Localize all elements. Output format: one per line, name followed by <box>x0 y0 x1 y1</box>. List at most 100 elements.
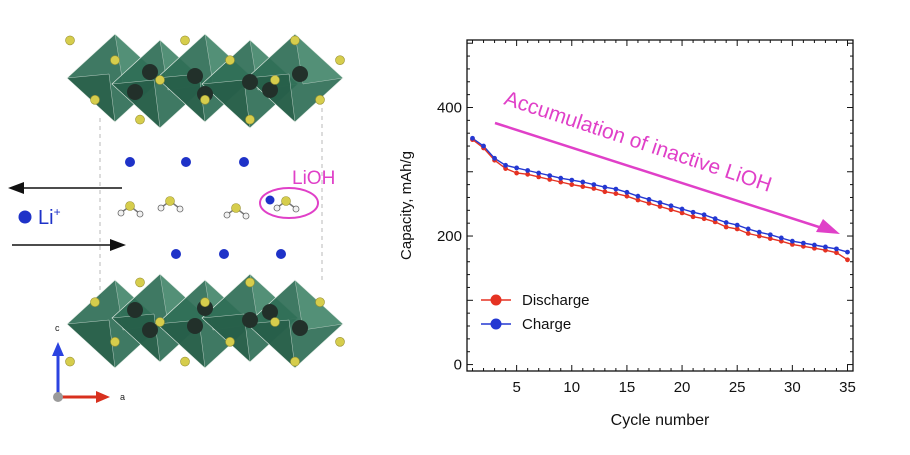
bottom-metal-atom <box>127 302 143 318</box>
charge-point <box>789 238 795 244</box>
top-sulfur-atom <box>335 55 345 66</box>
charge-point <box>514 165 520 171</box>
top-sulfur-atom <box>135 114 145 125</box>
charge-point <box>470 135 475 141</box>
hydroxide-molecule <box>157 196 184 213</box>
hydroxide-molecule <box>265 195 300 213</box>
bottom-sulfur-atom <box>290 356 300 367</box>
charge-point <box>525 168 531 173</box>
discharge-point <box>547 177 553 182</box>
top-sulfur-atom <box>90 95 100 105</box>
trend-arrow-shaft <box>494 121 823 230</box>
charge-point <box>800 240 806 246</box>
hydroxide-molecule <box>117 201 144 218</box>
bottom-sulfur-atom <box>315 297 325 308</box>
x-axis-label: Cycle number <box>611 412 710 429</box>
top-sulfur-atom <box>180 35 190 46</box>
y-tick-label: 0 <box>454 357 462 374</box>
legend-swatch-marker <box>490 318 502 330</box>
x-tick-label: 30 <box>784 379 801 396</box>
x-tick-label: 35 <box>839 379 856 396</box>
charge-point <box>646 196 652 202</box>
capacity-chart: 5 10 15 20 25 30 35 0 200 400 Capacity, mAh/g Cyc… <box>398 39 856 429</box>
axis-ticks <box>467 40 853 371</box>
charge-point <box>723 220 729 225</box>
lithium-ion <box>125 157 135 167</box>
lithium-ion <box>219 249 229 259</box>
charge-point <box>635 193 641 199</box>
bottom-sulfur-atom <box>270 317 280 327</box>
top-sulfur-atom <box>270 75 280 85</box>
charge-point <box>701 212 707 218</box>
charge-point <box>591 182 597 188</box>
a-axis-arrowhead <box>96 391 110 403</box>
top-metal-atom <box>187 68 203 84</box>
bottom-sulfur-atom <box>225 336 235 347</box>
crystal-axes-indicator: c a <box>52 323 125 403</box>
charge-point <box>679 206 685 212</box>
discharge-point <box>613 191 619 197</box>
bottom-metal-atom <box>142 322 158 338</box>
top-sulfur-atom <box>110 55 120 66</box>
charge-point <box>668 203 674 209</box>
charge-point <box>778 235 784 241</box>
lioh-label: LiOH <box>292 168 335 189</box>
discharge-point <box>767 236 773 242</box>
discharge-point <box>745 231 751 236</box>
discharge-point <box>690 214 696 220</box>
discharge-point <box>569 182 575 188</box>
bottom-sulfur-atom <box>90 297 100 308</box>
bottom-sulfur-atom <box>180 356 190 367</box>
bottom-sulfur-atom <box>65 356 75 367</box>
top-metal-atom <box>142 64 158 80</box>
axes-origin <box>53 392 63 402</box>
discharge-point <box>580 184 586 189</box>
discharge-point <box>602 189 608 195</box>
top-sulfur-atom <box>245 114 255 125</box>
bottom-sulfur-atom <box>200 297 210 308</box>
charge-point <box>613 186 619 192</box>
trend-annotation-text: Accumulation of inactive LiOH <box>501 87 774 197</box>
discharge-point <box>635 197 641 203</box>
discharge-point <box>536 174 542 180</box>
discharge-point <box>514 170 520 176</box>
lioh-highlight-ellipse <box>259 187 319 219</box>
top-sulfur-atom <box>200 95 210 105</box>
bottom-octahedral-layer <box>65 273 345 369</box>
charge-point <box>547 173 553 179</box>
lithium-ion <box>171 249 181 259</box>
series-points <box>470 135 850 263</box>
bottom-sulfur-atom <box>135 277 145 288</box>
c-axis-label: c <box>55 323 60 333</box>
charge-point <box>657 200 663 206</box>
discharge-point <box>646 200 652 206</box>
top-sulfur-atom <box>290 35 300 46</box>
top-metal-atom <box>242 74 258 90</box>
bottom-metal-atom <box>292 320 308 336</box>
axis-tick-labels: 5 10 15 20 25 30 35 0 200 400 <box>437 99 856 396</box>
legend-label: Charge <box>522 316 571 333</box>
c-axis-arrowhead <box>52 342 64 356</box>
a-axis-label: a <box>120 392 125 402</box>
bottom-sulfur-atom <box>245 277 255 288</box>
lithium-ion <box>276 249 286 259</box>
charge-point <box>734 222 740 228</box>
charge-point <box>580 179 586 185</box>
charge-point <box>823 244 828 250</box>
top-octahedral-layer <box>65 33 345 129</box>
charge-point <box>569 177 575 183</box>
bottom-sulfur-atom <box>155 317 165 327</box>
charge-point <box>503 162 508 168</box>
charge-point <box>624 189 630 195</box>
top-sulfur-atom <box>155 75 165 85</box>
discharge-point <box>668 207 674 213</box>
charge-point <box>712 216 718 222</box>
lithium-ion <box>181 157 191 167</box>
discharge-point <box>591 186 597 191</box>
top-sulfur-atom <box>315 95 325 105</box>
charge-point <box>481 143 486 149</box>
trend-arrow-head <box>816 219 840 234</box>
lithium-ion-label: Li+ <box>38 205 61 229</box>
top-metal-atom <box>127 84 143 100</box>
